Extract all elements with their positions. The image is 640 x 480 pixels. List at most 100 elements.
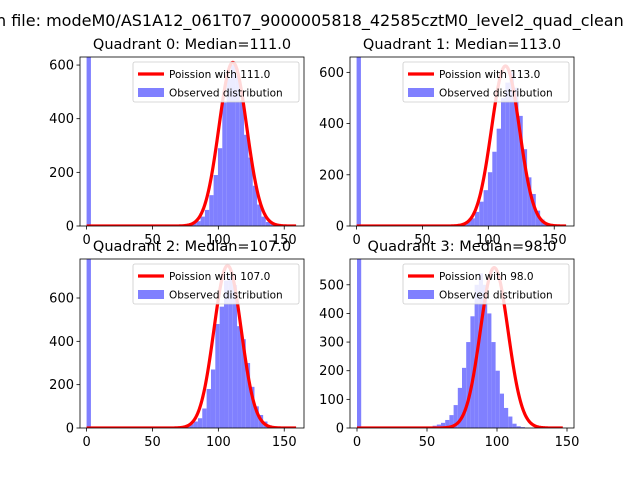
histogram-bar bbox=[210, 369, 216, 428]
histogram-bar bbox=[462, 367, 467, 428]
histogram-bar bbox=[217, 148, 223, 226]
histogram-bar bbox=[505, 82, 510, 226]
poisson-curve bbox=[356, 265, 564, 428]
legend-box bbox=[402, 61, 570, 103]
histogram-bar bbox=[436, 424, 441, 428]
legend-curve-label: Poission with 113.0 bbox=[439, 69, 540, 81]
y-tick-label: 400 bbox=[49, 335, 74, 350]
histogram-bar bbox=[512, 423, 517, 428]
histogram-bar bbox=[241, 339, 246, 428]
x-tick-label: 100 bbox=[476, 233, 501, 248]
x-tick-label: 50 bbox=[144, 233, 161, 248]
histogram-bar bbox=[457, 387, 462, 428]
histogram-bar bbox=[520, 427, 525, 428]
histogram-bar bbox=[453, 405, 458, 428]
histogram-bar bbox=[496, 128, 502, 226]
histogram-bar bbox=[252, 185, 258, 226]
histogram-bar bbox=[232, 285, 238, 428]
y-tick-label: 0 bbox=[66, 422, 74, 437]
histogram-bar bbox=[231, 65, 236, 226]
histogram-bar bbox=[250, 386, 255, 428]
quadrant-2-panel: Quadrant 2: Median=107.0 0 50 100 150 0 200 40… bbox=[49, 239, 305, 450]
histogram-bar bbox=[509, 72, 515, 226]
histogram-bar bbox=[487, 313, 492, 428]
histogram-bar bbox=[474, 211, 480, 226]
quadrant-0-title: Quadrant 0: Median=111.0 bbox=[93, 37, 291, 53]
histogram-bar bbox=[265, 221, 271, 226]
legend-hist-label: Observed distribution bbox=[439, 290, 553, 302]
legend-hist-swatch bbox=[408, 88, 434, 97]
x-tick-label: 50 bbox=[419, 435, 436, 450]
x-tick-label: 50 bbox=[144, 435, 161, 450]
x-tick-label: 0 bbox=[352, 233, 360, 248]
histogram-bar bbox=[197, 418, 203, 428]
quadrant-3-panel: Quadrant 3: Median=98.0 0 50 100 150 0 100 200… bbox=[319, 239, 579, 450]
legend-box bbox=[132, 263, 300, 305]
histogram-bar bbox=[248, 157, 253, 226]
histogram-bar bbox=[531, 193, 536, 226]
histogram-bar bbox=[518, 115, 523, 226]
x-tick-label: 0 bbox=[82, 435, 90, 450]
legend-curve-label: Poission with 107.0 bbox=[169, 271, 270, 283]
histogram-bar-zero bbox=[86, 259, 91, 428]
histogram-bar bbox=[244, 134, 249, 226]
x-tick-label: 0 bbox=[353, 435, 361, 450]
histogram-bar bbox=[527, 177, 532, 226]
histogram-bar bbox=[202, 408, 207, 428]
y-tick-label: 200 bbox=[49, 378, 74, 393]
histogram-bar bbox=[254, 406, 259, 428]
quadrant-3-plot: 0 50 100 150 0 100 200 300 400 500 Poission with 9… bbox=[319, 258, 580, 450]
histogram-bar bbox=[206, 389, 211, 428]
legend-curve-label: Poission with 98.0 bbox=[439, 271, 534, 283]
histogram-bar bbox=[200, 216, 205, 226]
histogram-bar bbox=[237, 326, 242, 428]
y-tick-label: 0 bbox=[66, 220, 74, 235]
histogram-bar bbox=[516, 426, 521, 428]
quadrant-1-panel: Quadrant 1: Median=113.0 0 50 100 150 0 200 40… bbox=[319, 37, 575, 248]
y-tick-label: 200 bbox=[319, 168, 344, 183]
quadrant-2-title: Quadrant 2: Median=107.0 bbox=[93, 239, 291, 255]
x-tick-label: 150 bbox=[272, 435, 297, 450]
y-tick-label: 400 bbox=[319, 307, 344, 322]
histogram-bar bbox=[261, 216, 266, 226]
histogram-bar bbox=[215, 324, 220, 428]
axes-frame bbox=[79, 258, 305, 429]
histogram-bar bbox=[213, 175, 218, 226]
quadrant-0-panel: Quadrant 0: Median=111.0 0 50 100 150 0 200 40… bbox=[49, 37, 305, 248]
legend-curve-label: Poission with 111.0 bbox=[169, 69, 270, 81]
legend-hist-swatch bbox=[138, 290, 164, 299]
histogram-bar bbox=[495, 370, 500, 428]
legend-box bbox=[132, 61, 300, 103]
histogram-bar-zero bbox=[356, 57, 361, 226]
y-tick-label: 500 bbox=[319, 278, 344, 293]
histogram-bar bbox=[470, 218, 475, 226]
y-tick-label: 0 bbox=[336, 220, 344, 235]
y-tick-label: 600 bbox=[319, 66, 344, 81]
y-tick-label: 600 bbox=[49, 292, 74, 307]
histogram-bar bbox=[235, 75, 240, 226]
histogram-bar bbox=[193, 421, 198, 428]
axes-frame bbox=[349, 56, 575, 227]
poisson-curve bbox=[355, 64, 568, 226]
histogram-bar bbox=[441, 422, 446, 428]
y-tick-label: 600 bbox=[49, 59, 74, 74]
quadrant-1-plot: 0 50 100 150 0 200 400 600 Poission with 113.0 Ob… bbox=[319, 56, 575, 248]
x-tick-label: 150 bbox=[555, 435, 580, 450]
histogram-bar bbox=[196, 221, 201, 226]
legend-hist-label: Observed distribution bbox=[169, 88, 283, 100]
quadrant-0-plot: 0 50 100 150 0 200 400 600 Poission with 111.0 Ob… bbox=[49, 56, 305, 248]
histogram-bar bbox=[483, 284, 488, 428]
histogram-bar bbox=[487, 172, 493, 226]
histogram-bar bbox=[189, 424, 194, 428]
histogram-bar bbox=[492, 151, 497, 226]
histogram-bar-zero bbox=[357, 259, 362, 428]
legend-hist-label: Observed distribution bbox=[169, 290, 283, 302]
poisson-curve bbox=[85, 60, 298, 226]
x-tick-label: 100 bbox=[206, 233, 231, 248]
histogram-bar bbox=[257, 204, 262, 226]
axes-frame bbox=[79, 56, 305, 227]
y-tick-label: 200 bbox=[319, 364, 344, 379]
histogram-bar bbox=[224, 280, 229, 428]
histogram-bar bbox=[491, 342, 496, 428]
